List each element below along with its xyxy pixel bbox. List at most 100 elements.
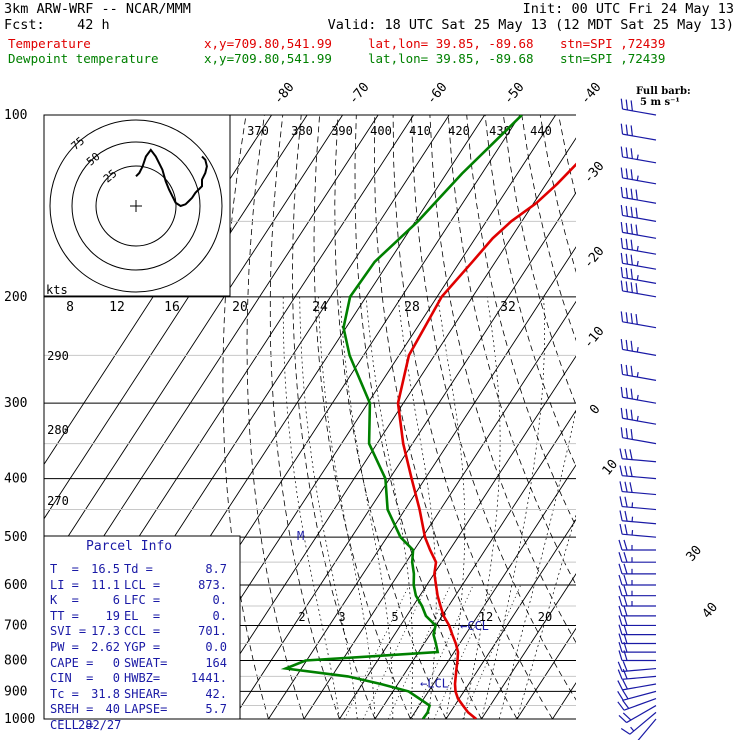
wind-barb-staff — [622, 437, 657, 445]
wind-barb-half-feather — [636, 372, 639, 378]
hodograph-speed-tick: 16 — [164, 300, 180, 315]
dry-adiabat — [246, 115, 305, 719]
parcel-info-cell: TT = — [50, 608, 79, 623]
dry-adiabat — [484, 115, 576, 468]
wind-barb-feather — [618, 585, 623, 596]
mixing-ratio-label: 5 — [391, 610, 398, 624]
pressure-tick-label: 300 — [4, 396, 27, 411]
parcel-info-cell: EL = — [124, 608, 161, 623]
wind-barb — [620, 167, 657, 185]
isotherm-label: 0 — [587, 402, 604, 418]
parcel-info-cell: 40 — [105, 702, 120, 717]
parcel-info-cell: 16.5 — [91, 562, 120, 576]
parcel-info-cell: CELL = — [50, 718, 94, 732]
hodograph-speed-axis-label: kts — [46, 283, 68, 297]
wind-barb-feather — [625, 99, 629, 111]
wind-barb — [620, 98, 657, 116]
dry-adiabat — [632, 115, 740, 719]
parcel-info-cell: Tc = — [50, 686, 79, 701]
wind-barb-feather — [625, 428, 629, 439]
wind-barb-feather — [618, 595, 623, 607]
wind-barb-feather — [620, 252, 624, 264]
wind-barb — [620, 386, 657, 404]
dewpoint-profile — [280, 115, 523, 719]
wind-barb-feather — [620, 167, 624, 178]
wind-barb-feather — [624, 496, 628, 508]
parcel-info-cell: CCL = — [124, 624, 161, 639]
wind-barb-half-feather — [636, 260, 639, 266]
wind-barb-feather — [620, 98, 624, 110]
wind-barb-staff — [622, 490, 657, 496]
wind-barb-feather — [622, 712, 632, 721]
wind-barb-feather — [625, 222, 629, 234]
wind-barb-feather — [625, 312, 629, 323]
ccl-marker: ←CCL — [460, 619, 489, 633]
parcel-info-cell: 0.0 — [205, 640, 227, 654]
barb-legend-title: Full barb: — [636, 86, 691, 97]
wind-barb-feather — [630, 188, 633, 200]
hodograph-speed-tick: 8 — [66, 300, 74, 315]
isotherm-label: -70 — [346, 80, 373, 108]
wind-barb-half-feather — [636, 154, 639, 160]
wind-barb-feather — [625, 253, 629, 265]
wind-barb-feather — [630, 282, 633, 293]
parcel-info-cell: LAPSE= — [124, 702, 168, 717]
wind-barb-feather — [618, 574, 623, 586]
temperature-legend: Temperature — [8, 36, 91, 51]
wind-barb-feather — [625, 408, 629, 420]
wind-barb-feather — [620, 221, 624, 233]
dewpoint-station: stn=SPI ,72439 — [560, 51, 666, 66]
wind-barb-staff — [637, 718, 657, 740]
wind-barb-feather — [623, 585, 628, 596]
wind-barb-staff — [622, 675, 657, 680]
moist-adiabat — [365, 296, 413, 719]
wind-barb-feather — [617, 701, 625, 711]
wind-barb-feather — [625, 387, 629, 399]
wind-barb-staff — [622, 156, 657, 164]
wind-barb — [620, 280, 657, 298]
wind-barb — [618, 705, 657, 724]
wind-barb-feather — [624, 510, 628, 522]
wind-barb — [618, 563, 656, 575]
wind-barb — [620, 711, 657, 735]
wind-barb-feather — [625, 281, 629, 292]
hodograph-trace — [135, 148, 208, 208]
wind-barb-feather — [624, 465, 628, 477]
hodograph-speed-tick: 20 — [232, 300, 248, 315]
wind-barb-feather — [630, 340, 633, 352]
wind-barb-feather — [623, 615, 628, 626]
wind-barb-staff — [622, 505, 657, 511]
wind-barb-feather — [617, 661, 623, 672]
parcel-info-cell: 17.3 — [91, 624, 120, 639]
wind-barb-feather — [635, 189, 638, 201]
wind-barb-staff — [622, 458, 657, 463]
wind-barb — [620, 146, 657, 164]
wind-barb-feather — [622, 661, 628, 672]
wind-barb-feather — [620, 186, 624, 198]
wind-barb — [619, 481, 657, 496]
dry-adiabat — [539, 115, 576, 273]
wind-barb — [620, 311, 657, 329]
wind-barb-staff — [622, 373, 657, 381]
wind-barb-feather — [618, 650, 623, 661]
wind-barb-staff — [622, 214, 657, 222]
forecast-hour: Fcst: 42 h — [4, 17, 110, 33]
dry-adiabat — [595, 115, 740, 719]
profile-mark: M — [297, 529, 304, 543]
wind-barb-feather — [630, 239, 633, 251]
wind-barb — [620, 407, 657, 425]
moist-adiabat — [397, 296, 437, 719]
wind-barb — [620, 252, 657, 270]
wind-barb-feather — [619, 496, 623, 507]
isotherm-label: -20 — [581, 244, 608, 272]
wind-barb — [637, 718, 657, 740]
pressure-tick-label: 500 — [4, 530, 27, 545]
parcel-info-cell: LFC = — [124, 593, 161, 608]
wind-barb-staff — [622, 108, 657, 116]
wind-barb-feather — [630, 169, 633, 180]
dry-adiabat — [577, 115, 740, 719]
wind-barb-feather — [623, 539, 628, 551]
wind-barb — [620, 364, 657, 381]
parcel-info-cell: SREH = — [50, 702, 94, 717]
wind-barb-feather — [623, 563, 628, 575]
